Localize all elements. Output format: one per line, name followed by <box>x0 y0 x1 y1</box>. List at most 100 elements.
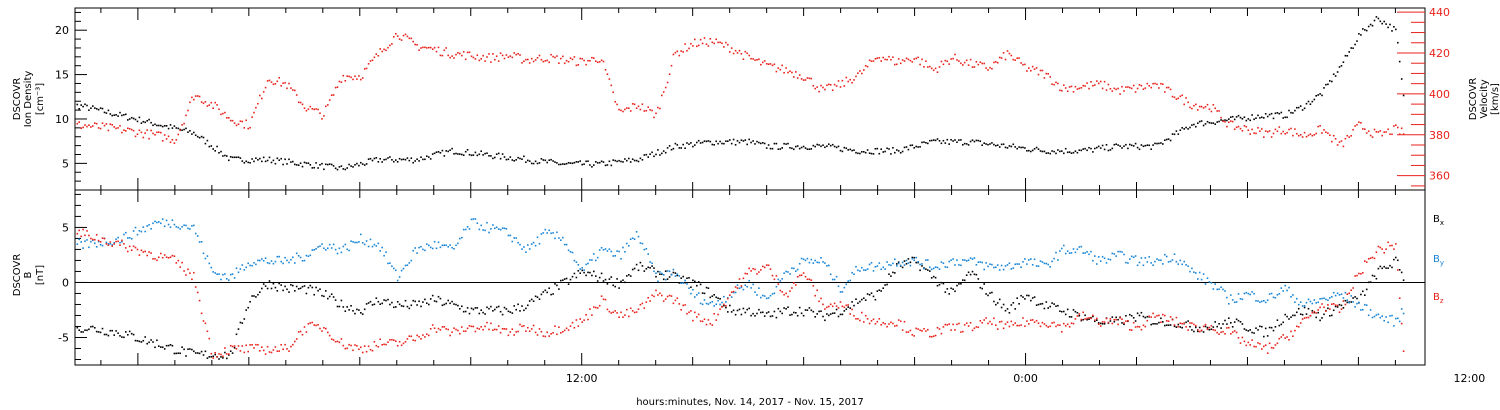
density-point <box>725 140 727 142</box>
velocity-point <box>1185 97 1187 99</box>
b-point-bx <box>897 261 900 263</box>
b-point-bz <box>1000 320 1003 323</box>
b-point-by <box>1198 271 1201 274</box>
velocity-point <box>1111 90 1114 92</box>
b-point-bz <box>1323 306 1325 309</box>
velocity-point <box>696 45 698 48</box>
density-point <box>600 160 603 163</box>
density-point <box>375 157 378 159</box>
velocity-point <box>1379 130 1382 132</box>
density-point <box>868 152 871 154</box>
velocity-point <box>1253 132 1255 134</box>
b-point-by <box>1398 320 1401 323</box>
density-point <box>783 142 785 145</box>
b-point-bz <box>1360 273 1362 275</box>
b-point-by <box>286 259 288 262</box>
density-point <box>614 159 616 162</box>
b-point-bx <box>956 284 958 287</box>
velocity-point <box>967 64 970 66</box>
velocity-point <box>455 53 457 56</box>
b-point-bx <box>515 308 517 311</box>
density-point <box>785 143 787 145</box>
b-point-bz <box>482 328 484 331</box>
b-point-bx <box>1350 301 1352 303</box>
velocity-point <box>346 75 348 77</box>
b-point-bx <box>880 290 882 292</box>
b-point-bz <box>822 303 824 306</box>
velocity-point <box>917 56 919 59</box>
velocity-point <box>494 58 496 61</box>
b-point-bz <box>503 328 506 330</box>
b-point-bx <box>1063 310 1065 313</box>
b-point-bz <box>117 240 119 243</box>
velocity-point <box>138 129 141 132</box>
b-point-by <box>624 251 626 253</box>
b-point-by <box>1231 299 1234 301</box>
b-point-by <box>457 242 459 245</box>
density-point <box>1016 147 1018 150</box>
b-point-bx <box>259 291 261 293</box>
b-point-bz <box>1004 323 1007 325</box>
velocity-point <box>734 49 737 52</box>
density-point <box>381 161 383 163</box>
b-point-bx <box>857 302 859 304</box>
b-point-bx <box>488 307 490 310</box>
b-point-bz <box>1113 318 1116 321</box>
b-point-by <box>280 260 282 263</box>
b-point-bx <box>1228 317 1230 319</box>
b-point-bx <box>1303 306 1306 309</box>
b-point-bz <box>1340 308 1343 310</box>
b-point-bx <box>125 331 127 333</box>
b-point-by <box>1346 299 1349 301</box>
b-point-bz <box>839 301 842 303</box>
b-point-by <box>505 228 508 230</box>
b-point-bz <box>798 274 801 277</box>
density-point <box>321 162 323 165</box>
velocity-point <box>451 55 453 57</box>
density-point <box>804 147 807 149</box>
density-point <box>1061 150 1063 152</box>
velocity-point <box>125 130 127 132</box>
b-point-by <box>899 264 902 267</box>
density-point <box>125 113 127 116</box>
b-point-bx <box>134 339 137 342</box>
b-point-bx <box>290 284 292 286</box>
b-point-by <box>849 279 851 282</box>
velocity-point <box>740 53 743 55</box>
density-point <box>305 162 308 164</box>
velocity-point <box>812 85 815 87</box>
b-point-bx <box>503 306 506 309</box>
b-point-by <box>138 230 141 232</box>
b-point-by <box>338 247 341 250</box>
b-point-by <box>1189 270 1191 273</box>
density-point <box>1111 147 1114 150</box>
b-point-bz <box>328 334 331 337</box>
b-point-by <box>670 274 673 276</box>
velocity-point <box>280 85 282 87</box>
b-point-by <box>1317 301 1319 304</box>
velocity-point <box>321 118 323 120</box>
b-point-bx <box>1398 269 1401 271</box>
b-point-by <box>989 263 991 265</box>
b-point-by <box>348 249 350 252</box>
density-point <box>334 167 337 170</box>
velocity-point <box>429 46 432 49</box>
b-point-by <box>952 258 954 260</box>
b-point-bx <box>1167 324 1170 326</box>
b-point-bz <box>1251 339 1253 341</box>
b-point-by <box>810 258 813 261</box>
velocity-point <box>563 62 566 65</box>
velocity-point <box>1338 141 1341 143</box>
b-point-by <box>1162 263 1164 265</box>
b-point-bz <box>816 289 818 292</box>
velocity-point <box>624 108 626 111</box>
b-point-bx <box>167 344 170 347</box>
b-point-bx <box>261 287 263 290</box>
b-point-by <box>940 261 943 263</box>
velocity-point <box>179 129 181 132</box>
b-point-bz <box>274 346 277 348</box>
b-point-bz <box>538 328 541 330</box>
b-point-bz <box>948 323 950 325</box>
b-point-by <box>402 267 405 270</box>
density-point <box>730 142 733 145</box>
